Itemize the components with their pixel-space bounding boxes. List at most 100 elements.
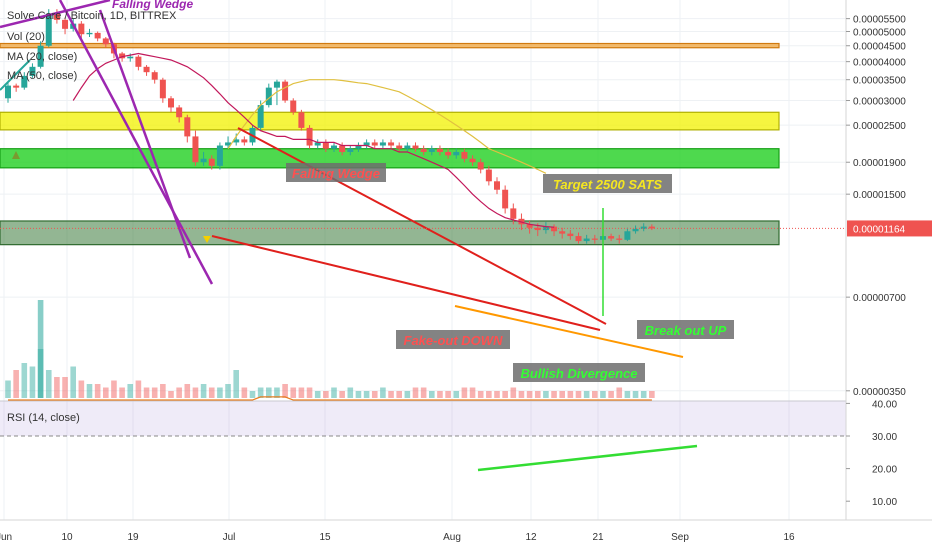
volume-bar xyxy=(616,387,623,398)
volume-bar xyxy=(347,387,354,398)
candle xyxy=(363,139,370,149)
time-tick-label: Sep xyxy=(671,532,689,543)
volume-bar xyxy=(306,387,313,398)
volume-bar xyxy=(103,387,109,398)
price-zones xyxy=(0,42,780,246)
candle-body xyxy=(648,226,655,229)
divergence-label-bg xyxy=(513,363,645,382)
ma50-legend[interactable]: MA (50, close) xyxy=(7,70,78,82)
candle-body xyxy=(159,79,166,99)
candle-body xyxy=(396,145,403,149)
candle xyxy=(102,37,109,48)
price-candles xyxy=(5,9,655,244)
rsi-pane xyxy=(0,396,846,437)
candle-body xyxy=(363,142,370,146)
candle xyxy=(583,234,590,244)
volume-bar xyxy=(314,391,321,398)
volume-bar xyxy=(282,384,288,398)
candle-body xyxy=(322,142,329,149)
candle-body xyxy=(290,100,297,113)
divergence-label[interactable]: Bullish Divergence xyxy=(513,363,645,382)
support-zone-green xyxy=(0,148,780,169)
volume-bar xyxy=(176,387,182,398)
candle-body xyxy=(355,145,362,149)
last-price-label: 0.00001164 xyxy=(853,224,906,235)
rsi-divergence-line xyxy=(477,444,698,472)
candle xyxy=(306,125,313,149)
candle xyxy=(445,148,452,159)
candle-body xyxy=(608,236,615,239)
candle-body xyxy=(591,238,598,240)
volume-bar xyxy=(54,377,60,398)
breakout-zone-green xyxy=(0,220,780,246)
symbol-legend[interactable]: Solve.Care / Bitcoin, 1D, BITTREX xyxy=(7,10,177,22)
candle-body xyxy=(176,107,183,118)
rsi-legend[interactable]: RSI (14, close) xyxy=(7,412,80,424)
volume-bar xyxy=(600,391,606,398)
volume-bars xyxy=(5,300,655,398)
candle-body xyxy=(379,142,386,146)
candle xyxy=(331,142,337,152)
buy-marker xyxy=(12,151,20,159)
candle-body xyxy=(640,226,647,229)
candle-body xyxy=(200,158,207,163)
candle-body xyxy=(5,85,11,99)
candle xyxy=(591,234,598,244)
volume-bar xyxy=(298,387,305,398)
volume-bar xyxy=(461,387,468,398)
volume-bar xyxy=(274,387,280,398)
volume-bar xyxy=(355,391,362,398)
candle-body xyxy=(371,142,378,146)
volume-bar xyxy=(371,391,378,398)
candle xyxy=(648,224,655,231)
target-label[interactable]: Target 2500 SATS xyxy=(543,174,672,193)
resistance-zone-orange xyxy=(0,42,780,49)
volume-bar xyxy=(111,380,117,398)
candle-body xyxy=(102,38,109,45)
candle-body xyxy=(257,105,264,128)
trend-drawings[interactable] xyxy=(0,0,846,472)
candle xyxy=(21,72,28,90)
price-tick-label: 0.00002500 xyxy=(853,121,906,132)
falling-wedge-label[interactable]: Falling Wedge xyxy=(286,163,386,182)
time-tick-label: Aug xyxy=(443,532,461,543)
time-tick-label: Jun xyxy=(0,532,12,543)
time-tick-label: 19 xyxy=(127,532,139,543)
volume-legend[interactable]: Vol (20) xyxy=(7,31,45,43)
candle xyxy=(314,139,321,149)
candle-body xyxy=(62,19,69,29)
candle-body xyxy=(94,32,101,39)
price-tick-label: 0.00005500 xyxy=(853,15,906,26)
candle xyxy=(420,145,427,156)
volume-bar xyxy=(249,391,256,398)
candle-body xyxy=(624,231,631,240)
candle xyxy=(290,98,297,115)
candle-body xyxy=(347,148,354,152)
volume-bar xyxy=(518,391,525,398)
breakout-label[interactable]: Break out UP xyxy=(637,320,734,339)
fakeout-label[interactable]: Fake-out DOWN xyxy=(396,330,510,349)
flag-marker xyxy=(203,236,211,243)
volume-bar xyxy=(494,391,500,398)
volume-bar xyxy=(339,391,345,398)
volume-bar xyxy=(160,384,166,398)
time-tick-label: 21 xyxy=(592,532,604,543)
candle xyxy=(494,177,500,195)
price-tick-label: 0.00005000 xyxy=(853,28,906,39)
rsi-line xyxy=(8,396,652,401)
annotation-labels[interactable]: Falling Wedge Falling Wedge Target 2500 S… xyxy=(112,0,734,382)
volume-bar xyxy=(412,387,419,398)
candle-body xyxy=(485,169,492,182)
candle xyxy=(371,139,378,149)
ma20-legend[interactable]: MA (20, close) xyxy=(7,51,78,63)
candle xyxy=(388,139,395,149)
candle xyxy=(53,9,60,24)
volume-spike-bar xyxy=(37,300,44,398)
candle-body xyxy=(13,85,20,88)
candle-body xyxy=(273,81,280,88)
breakout-label-text: Break out UP xyxy=(645,323,727,338)
candle xyxy=(62,17,69,35)
